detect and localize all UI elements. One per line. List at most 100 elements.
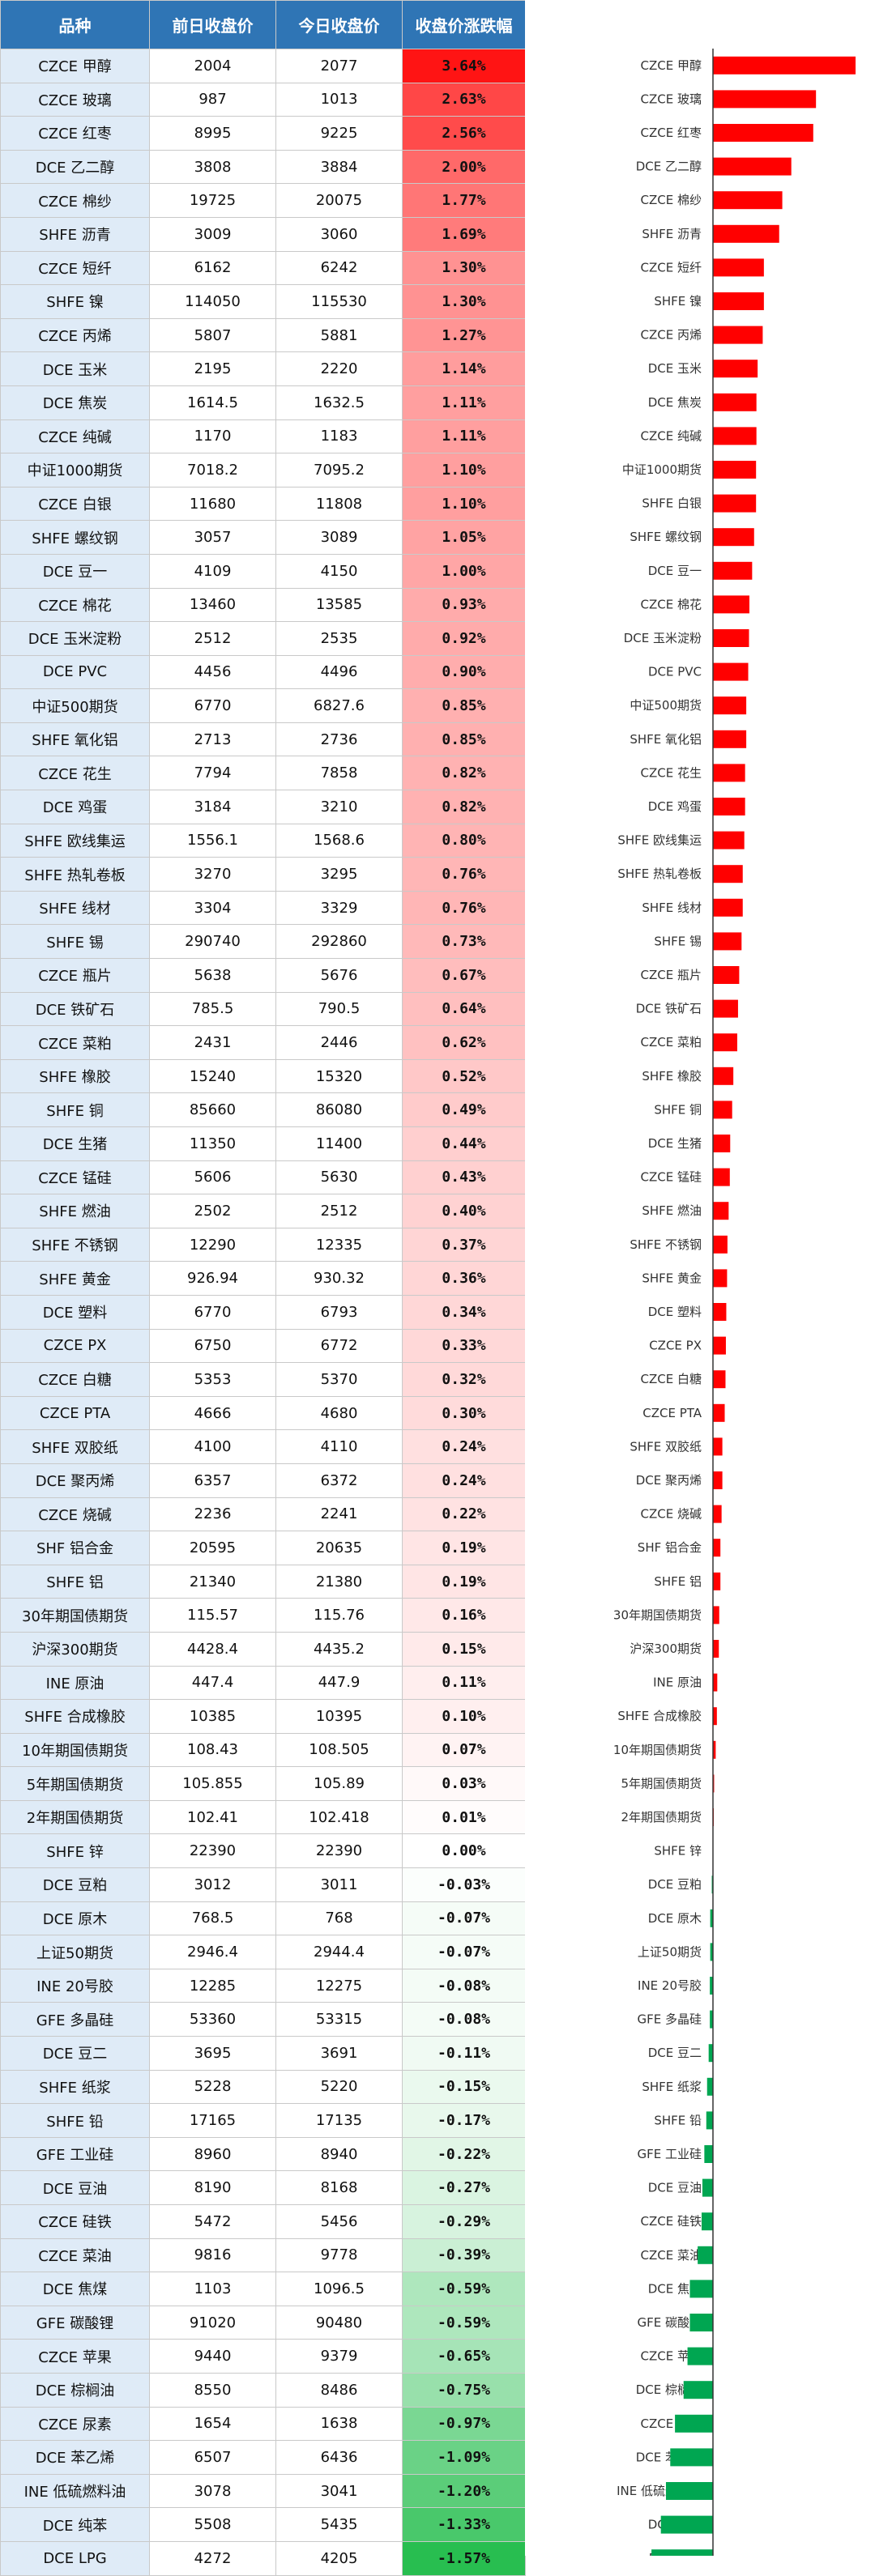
table-row: CZCE 菜粕 2431 2446 0.62% <box>0 1025 526 1060</box>
row-today-close: 3011 <box>275 1867 403 1902</box>
row-today-close: 790.5 <box>275 991 403 1027</box>
row-today-close: 5370 <box>275 1362 403 1397</box>
row-prev-close: 20595 <box>149 1531 276 1565</box>
row-change-pct: -0.07% <box>402 1901 526 1936</box>
chart-category-label: 上证50期货 <box>638 1944 702 1959</box>
row-change-pct: -0.75% <box>402 2372 526 2408</box>
chart-category-label: GFE 工业硅 <box>638 2147 702 2161</box>
chart-category-label: DCE 豆粕 <box>648 1877 702 1892</box>
row-prev-close: 1170 <box>149 419 276 454</box>
row-name: SHFE 线材 <box>0 890 150 926</box>
row-prev-close: 4272 <box>149 2540 276 2576</box>
row-change-pct: 0.49% <box>402 1092 526 1127</box>
row-change-pct: 0.33% <box>402 1328 526 1364</box>
row-name: SHFE 橡胶 <box>0 1058 150 1094</box>
row-today-close: 5456 <box>275 2204 403 2239</box>
table-row: CZCE 锰硅 5606 5630 0.43% <box>0 1160 526 1195</box>
row-change-pct: -0.03% <box>402 1867 526 1902</box>
row-prev-close: 3012 <box>149 1867 276 1902</box>
row-prev-close: 12290 <box>149 1227 276 1262</box>
chart-category-label: SHFE 锡 <box>654 934 702 948</box>
row-today-close: 1013 <box>275 82 403 117</box>
row-name: 中证1000期货 <box>0 453 150 488</box>
row-name: CZCE 棉花 <box>0 587 150 623</box>
chart-bar <box>713 1572 721 1590</box>
row-name: SHFE 热轧卷板 <box>0 857 150 892</box>
row-name: SHFE 欧线集运 <box>0 823 150 858</box>
row-change-pct: 1.11% <box>402 385 526 420</box>
chart-category-label: 中证500期货 <box>630 698 702 713</box>
row-today-close: 20075 <box>275 183 403 218</box>
row-today-close: 4150 <box>275 553 403 589</box>
row-name: DCE 豆粕 <box>0 1867 150 1902</box>
chart-category-label: SHFE 铜 <box>654 1102 702 1117</box>
chart-bar <box>713 1539 721 1557</box>
table-row: DCE 铁矿石 785.5 790.5 0.64% <box>0 991 526 1027</box>
table-row: CZCE 白糖 5353 5370 0.32% <box>0 1362 526 1397</box>
chart-category-label: DCE 玉米 <box>648 361 702 376</box>
row-change-pct: -0.39% <box>402 2238 526 2273</box>
row-change-pct: 0.62% <box>402 1025 526 1060</box>
chart-category-label: CZCE 硅铁 <box>641 2214 702 2229</box>
header-name: 品种 <box>0 0 150 49</box>
row-change-pct: 1.05% <box>402 520 526 555</box>
row-prev-close: 5353 <box>149 1362 276 1397</box>
row-change-pct: 0.24% <box>402 1429 526 1464</box>
chart-bar <box>710 1909 713 1927</box>
table-row: CZCE 纯碱 1170 1183 1.11% <box>0 419 526 454</box>
chart-bar <box>713 1033 737 1052</box>
chart-bar <box>687 2347 713 2365</box>
row-today-close: 115530 <box>275 284 403 319</box>
row-change-pct: 0.00% <box>402 1833 526 1869</box>
chart-category-label: SHFE 铅 <box>654 2113 702 2127</box>
chart-category-label: 2年期国债期货 <box>621 1810 702 1824</box>
price-change-table: 品种 前日收盘价 今日收盘价 收盘价涨跌幅 CZCE 甲醇 2004 2077 3.6… <box>0 0 526 2576</box>
row-prev-close: 15240 <box>149 1058 276 1094</box>
row-today-close: 2220 <box>275 351 403 386</box>
chart-bar <box>713 999 738 1018</box>
chart-bar <box>713 461 757 479</box>
row-prev-close: 5807 <box>149 317 276 353</box>
chart-bar <box>713 90 817 109</box>
row-today-close: 2736 <box>275 722 403 757</box>
chart-category-label: CZCE 花生 <box>641 765 702 780</box>
row-name: DCE 苯乙烯 <box>0 2440 150 2475</box>
row-today-close: 3089 <box>275 520 403 555</box>
row-prev-close: 11350 <box>149 1126 276 1161</box>
row-change-pct: -0.97% <box>402 2406 526 2442</box>
row-today-close: 15320 <box>275 1058 403 1094</box>
row-prev-close: 6770 <box>149 688 276 723</box>
table-row: CZCE 尿素 1654 1638 -0.97% <box>0 2406 526 2442</box>
chart-bar <box>713 1135 731 1152</box>
chart-bar <box>713 326 763 344</box>
row-name: DCE 豆二 <box>0 2036 150 2071</box>
chart-bar <box>713 798 745 815</box>
chart-bar <box>713 1740 716 1759</box>
row-prev-close: 19725 <box>149 183 276 218</box>
chart-category-label: SHFE 铝 <box>654 1574 702 1589</box>
chart-bar <box>713 1370 726 1389</box>
chart-bar <box>713 898 743 917</box>
table-row: SHFE 螺纹钢 3057 3089 1.05% <box>0 520 526 555</box>
row-today-close: 1568.6 <box>275 823 403 858</box>
row-name: CZCE 菜油 <box>0 2238 150 2273</box>
row-name: DCE 纯苯 <box>0 2507 150 2542</box>
row-change-pct: 0.85% <box>402 722 526 757</box>
row-name: CZCE 白糖 <box>0 1362 150 1397</box>
row-name: SHFE 镍 <box>0 284 150 319</box>
row-prev-close: 9440 <box>149 2339 276 2374</box>
chart-bar <box>713 1640 719 1658</box>
row-change-pct: 0.30% <box>402 1395 526 1431</box>
chart-category-label: DCE 乙二醇 <box>636 160 702 174</box>
row-change-pct: 0.03% <box>402 1766 526 1801</box>
chart-bar <box>689 2314 713 2331</box>
chart-category-label: 5年期国债期货 <box>621 1776 702 1790</box>
row-prev-close: 7794 <box>149 756 276 791</box>
row-prev-close: 10385 <box>149 1699 276 1734</box>
row-change-pct: -1.09% <box>402 2440 526 2475</box>
row-name: SHF 铝合金 <box>0 1531 150 1565</box>
row-today-close: 86080 <box>275 1092 403 1127</box>
chart-category-label: DCE 豆油 <box>648 2181 702 2195</box>
chart-bar <box>710 1943 713 1961</box>
row-change-pct: 1.00% <box>402 553 526 589</box>
